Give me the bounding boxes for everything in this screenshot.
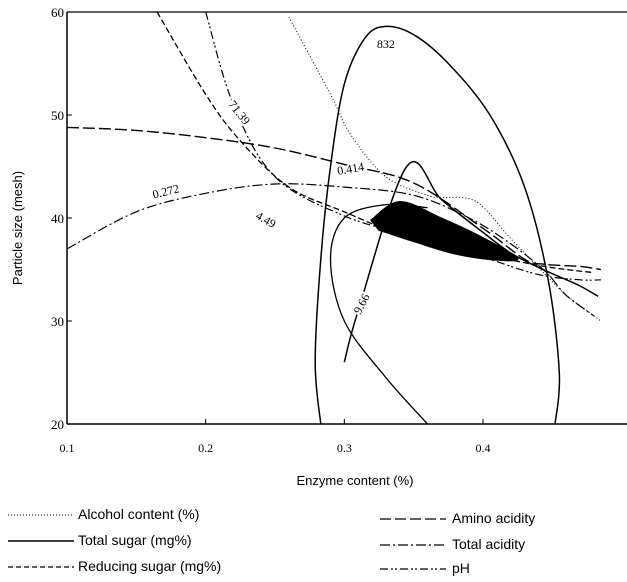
total-sugar-contour-832 (314, 25, 561, 424)
contour-label: 71.39 (225, 98, 253, 128)
x-axis-label: Enzyme content (%) (296, 473, 413, 488)
contour-label: 4.49 (253, 208, 278, 231)
series-line-long-dashed (67, 126, 601, 271)
series-line-dotted (288, 16, 602, 322)
x-tick-label: 0.4 (476, 441, 491, 455)
y-axis-label: Particle size (mesh) (10, 171, 25, 285)
legend-line-dashed (8, 566, 74, 568)
contour-label: 0.414 (336, 160, 365, 178)
legend-label: pH (452, 560, 470, 576)
legend-line-solid (8, 540, 74, 542)
legend-line-dash-dot-dot (380, 568, 446, 570)
y-tick-label: 40 (51, 211, 64, 226)
legend-line-dotted (8, 514, 74, 516)
legend-label: Reducing sugar (mg%) (78, 558, 222, 574)
total-sugar-contour-9-66 (329, 203, 428, 424)
y-tick-label: 20 (51, 417, 64, 432)
legend-line-long-dashed (380, 518, 446, 520)
legend-line-dash-dot (380, 544, 446, 546)
series-line-solid (343, 161, 599, 363)
plot-area: 20 30 40 50 60 0.1 0.2 0.3 0.4 832 71.39 0.414 0.272… (51, 5, 627, 455)
series-line-dash-dot-dot (205, 12, 601, 281)
legend-label: Total sugar (mg%) (78, 532, 192, 548)
legend-label: Alcohol content (%) (78, 506, 200, 522)
contour-label: 9.66 (350, 291, 372, 316)
contour-label: 832 (377, 37, 395, 51)
series-line-dashed (156, 12, 594, 274)
x-tick-label: 0.2 (198, 441, 213, 455)
legend-label: Total acidity (452, 536, 526, 552)
contour-label: 0.272 (151, 181, 181, 201)
y-tick-label: 50 (51, 108, 64, 123)
chart: 20 30 40 50 60 0.1 0.2 0.3 0.4 832 71.39 0.414 0.272… (10, 5, 627, 488)
x-tick-label: 0.1 (60, 441, 75, 455)
x-tick-label: 0.3 (337, 441, 352, 455)
legend-label: Amino acidity (452, 510, 536, 526)
series-line-dash-dot (67, 183, 595, 317)
y-tick-label: 60 (51, 5, 64, 20)
y-tick-label: 30 (51, 314, 64, 329)
shaded-optimal-region (369, 200, 519, 262)
